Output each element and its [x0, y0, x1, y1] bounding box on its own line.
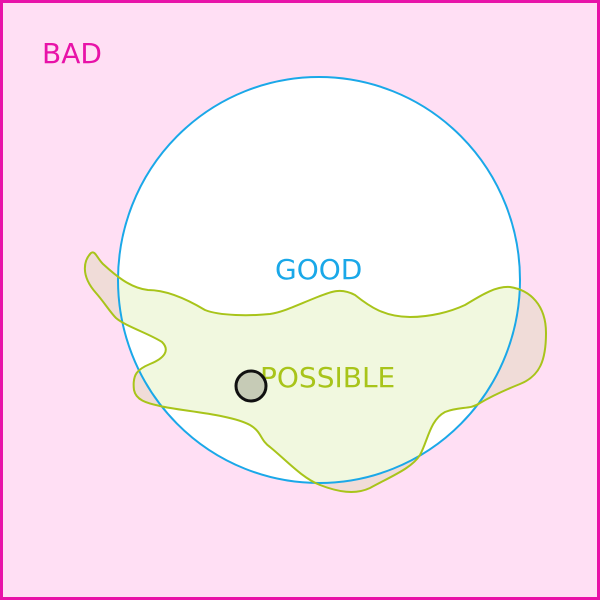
possible-good-overlap: [118, 252, 520, 483]
good-circle-outline: [117, 76, 521, 484]
good-label: GOOD: [275, 253, 362, 286]
current-position-marker: [234, 369, 268, 403]
bad-label: BAD: [42, 37, 102, 70]
possible-outline: [83, 251, 548, 493]
possible-label: POSSIBLE: [260, 361, 395, 394]
